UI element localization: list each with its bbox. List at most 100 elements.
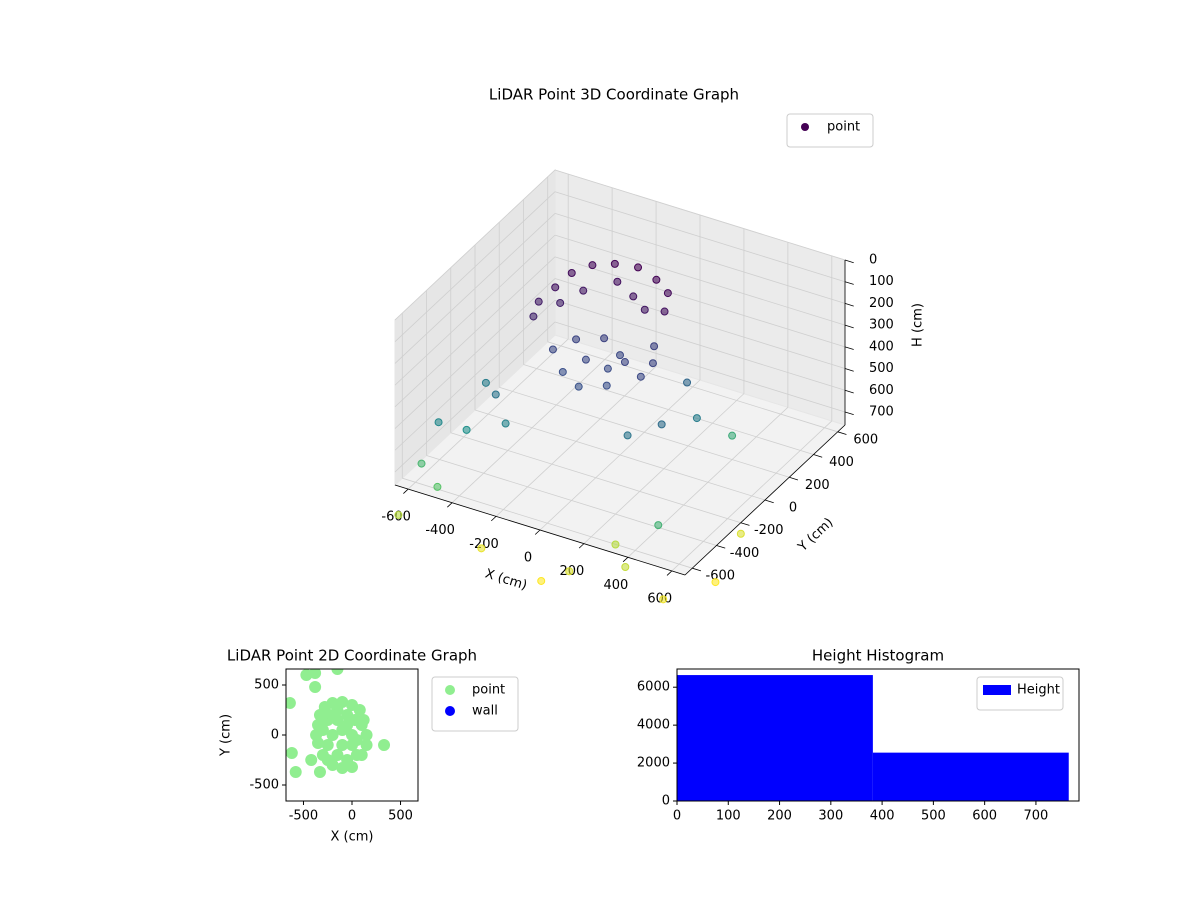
point <box>378 739 391 751</box>
point <box>537 576 546 585</box>
grid-line <box>394 299 556 451</box>
grid-line <box>554 278 846 369</box>
legend-label: point <box>472 683 505 698</box>
point <box>316 724 329 736</box>
point <box>692 414 701 423</box>
point <box>567 268 576 277</box>
x-axis-label: X (cm) <box>331 830 374 845</box>
grid-line <box>394 234 556 386</box>
point <box>648 359 657 368</box>
point <box>603 364 612 373</box>
point <box>634 263 643 272</box>
legend-marker <box>445 685 455 695</box>
legend-marker <box>983 685 1011 695</box>
y-tick-label: -400 <box>730 546 760 561</box>
tick-mark <box>844 303 854 307</box>
point <box>462 425 471 434</box>
x-axis-label: X (cm) <box>483 567 529 594</box>
point <box>657 420 666 429</box>
z-tick-label: 600 <box>869 383 894 398</box>
grid-line <box>547 341 838 433</box>
z-tick-label: 400 <box>869 339 894 354</box>
tick-mark <box>666 570 673 576</box>
point <box>360 729 373 741</box>
y-tick-label: 500 <box>254 678 279 693</box>
z-axis-label: H (cm) <box>911 303 926 347</box>
point <box>417 459 426 468</box>
x-tick-label: -200 <box>469 537 499 552</box>
x-tick-label: 0 <box>524 551 532 566</box>
y-tick-label: 4000 <box>637 718 670 733</box>
legend-label: point <box>827 120 860 135</box>
point <box>659 595 668 604</box>
point <box>481 378 490 387</box>
point <box>309 669 322 679</box>
x-tick-label: 700 <box>1024 809 1049 824</box>
grid-line <box>554 191 846 283</box>
grid-line <box>402 477 693 569</box>
point <box>355 719 368 731</box>
point <box>558 367 567 376</box>
point <box>660 307 669 316</box>
tick-mark <box>844 389 854 394</box>
tick-mark <box>844 259 854 264</box>
x-tick-label: 300 <box>818 809 843 824</box>
x-tick-label: 500 <box>388 809 413 824</box>
point <box>548 345 557 354</box>
point <box>336 739 349 751</box>
grid-line <box>394 191 556 343</box>
y-tick-label: 2000 <box>637 756 670 771</box>
point <box>623 431 632 440</box>
grid-line <box>554 213 846 304</box>
grid-line <box>523 364 814 455</box>
point <box>611 540 620 549</box>
y-tick-label: 6000 <box>637 680 670 695</box>
chart-title: LiDAR Point 3D Coordinate Graph <box>489 86 739 104</box>
point <box>616 351 624 360</box>
point <box>565 567 574 576</box>
tick-mark <box>716 545 726 549</box>
axes-frame <box>676 668 1080 802</box>
point <box>346 761 358 773</box>
point <box>491 390 500 399</box>
point <box>316 749 329 761</box>
y-tick-label: 200 <box>805 478 830 493</box>
legend-frame <box>786 113 874 148</box>
point <box>613 277 622 286</box>
point <box>353 704 366 716</box>
tick-mark <box>844 368 854 372</box>
legend-label: Height <box>1017 683 1060 698</box>
point <box>711 578 720 587</box>
grid-line <box>474 409 766 501</box>
point <box>736 529 745 538</box>
y-axis-line <box>684 424 846 576</box>
point <box>305 754 318 766</box>
grid-line <box>554 169 846 261</box>
point <box>350 734 363 746</box>
point <box>336 762 349 774</box>
tick-mark <box>844 324 854 329</box>
tick-mark <box>844 411 854 416</box>
grid-line <box>554 299 846 391</box>
z-tick-label: 300 <box>869 318 894 333</box>
point <box>434 418 443 427</box>
chart-title: LiDAR Point 2D Coordinate Graph <box>227 647 477 665</box>
z-tick-label: 200 <box>869 296 894 311</box>
y-axis-label: Y (cm) <box>219 714 234 757</box>
legend-marker <box>445 706 455 716</box>
point <box>581 355 590 364</box>
point <box>610 259 619 268</box>
point <box>556 298 565 307</box>
tick-mark <box>813 454 823 458</box>
point <box>629 292 638 301</box>
y-tick-label: -600 <box>706 569 736 584</box>
tick-mark <box>447 502 453 508</box>
x-tick-label: 400 <box>603 578 628 593</box>
tick-mark <box>789 476 799 481</box>
grid-line <box>554 256 846 348</box>
x-tick-label: -400 <box>425 523 455 538</box>
point <box>663 289 672 298</box>
x-tick-label: 400 <box>870 809 895 824</box>
